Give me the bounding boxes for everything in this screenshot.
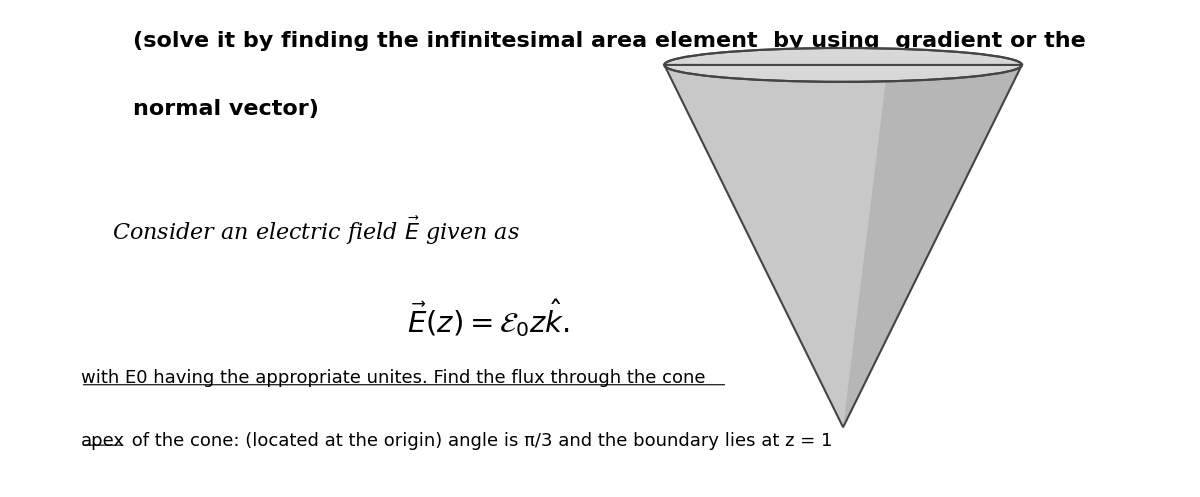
Ellipse shape	[665, 48, 1022, 82]
Text: normal vector): normal vector)	[133, 99, 319, 119]
Polygon shape	[844, 65, 1022, 427]
Text: $\vec{E}(z) = \mathcal{E}_0 z\hat{k}.$: $\vec{E}(z) = \mathcal{E}_0 z\hat{k}.$	[407, 297, 569, 339]
Text: of the cone: (located at the origin) angle is π/3 and the boundary lies at z = 1: of the cone: (located at the origin) ang…	[126, 432, 832, 450]
Polygon shape	[665, 65, 1022, 427]
Text: (solve it by finding the infinitesimal area element  by using  gradient or the: (solve it by finding the infinitesimal a…	[133, 31, 1086, 51]
Text: with E0 having the appropriate unites. Find the flux through the cone: with E0 having the appropriate unites. F…	[80, 369, 706, 387]
Text: apex: apex	[80, 432, 125, 450]
Text: Consider an electric field $\vec{E}$ given as: Consider an electric field $\vec{E}$ giv…	[112, 215, 520, 247]
